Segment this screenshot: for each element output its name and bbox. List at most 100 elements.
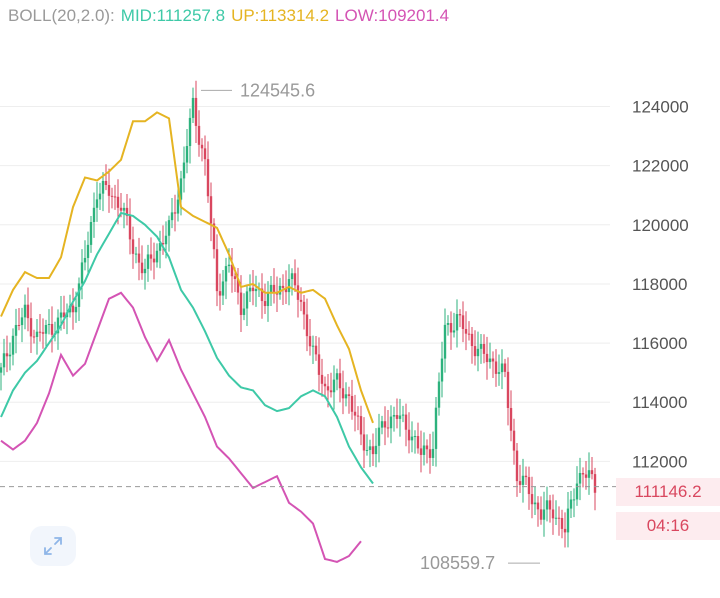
boll-lower-band [0, 291, 362, 563]
candle-body [446, 323, 450, 325]
candle-body [266, 291, 270, 307]
candle-body [194, 97, 198, 126]
candle-body [467, 333, 471, 335]
candle-body [560, 518, 564, 529]
candle-body [176, 199, 180, 214]
candle-body [329, 390, 333, 393]
candle-body [296, 285, 300, 300]
candle-body [23, 304, 27, 318]
candle-body [575, 483, 579, 500]
candle-body [245, 291, 249, 309]
candle-body [413, 436, 417, 438]
candle-body [542, 509, 546, 520]
candle-body [458, 314, 462, 316]
candle-body [320, 374, 324, 384]
candle-body [428, 449, 432, 458]
candle-body [200, 144, 204, 149]
boll-upper-band [0, 111, 374, 424]
boll-low-value: LOW:109201.4 [335, 6, 450, 25]
candle-body [497, 372, 501, 374]
candle-body [80, 262, 84, 284]
candle-body [401, 414, 405, 416]
expand-chart-button[interactable] [30, 526, 76, 566]
y-tick-label: 120000 [632, 216, 689, 235]
candle-body [416, 436, 420, 449]
candle-body [455, 314, 459, 331]
min-price-label: 108559.7 [420, 553, 495, 573]
candle-body [584, 474, 588, 478]
candle-body [530, 494, 534, 505]
candle-body [152, 258, 156, 263]
candle-body [302, 301, 306, 315]
boll-indicator-header: BOLL(20,2.0): MID:111257.8 UP:113314.2 LOW:… [8, 6, 455, 26]
boll-label: BOLL(20,2.0): [8, 6, 115, 25]
candle-body [395, 415, 399, 419]
candle-body [335, 373, 339, 380]
candle-body [203, 148, 207, 160]
candle-body [107, 185, 111, 196]
candle-body [248, 287, 252, 292]
candle-body [161, 242, 165, 245]
candle-body [473, 346, 477, 357]
candle-body [392, 415, 396, 417]
candle-body [209, 196, 213, 224]
candle-body [185, 146, 189, 163]
candle-body [479, 343, 483, 349]
candle-body [188, 117, 192, 147]
candle-body [134, 253, 138, 255]
candle-body [131, 239, 135, 254]
candle-body [377, 427, 381, 446]
candle-body [389, 416, 393, 429]
candle-body [86, 244, 90, 258]
candle-body [122, 207, 126, 211]
candle-body [29, 318, 33, 337]
candle-body [260, 288, 264, 302]
candle-body [59, 312, 63, 318]
candle-body [221, 281, 225, 296]
candle-body [38, 331, 42, 333]
candle-body [515, 450, 519, 482]
candle-body [104, 180, 108, 186]
candle-body [587, 470, 591, 478]
candle-body [383, 421, 387, 428]
candle-body [569, 499, 573, 509]
candle-body [116, 196, 120, 208]
candle-body [77, 283, 81, 307]
candle-body [482, 343, 486, 354]
candle-body [233, 276, 237, 279]
candle-body [362, 434, 366, 451]
candle-body [554, 517, 558, 519]
candle-body [287, 279, 291, 293]
candle-body [143, 268, 147, 274]
boll-mid-value: MID:111257.8 [120, 6, 226, 25]
candle-body [2, 353, 6, 368]
candle-body [50, 323, 54, 335]
candle-body [518, 481, 522, 485]
candle-body [47, 323, 51, 326]
candle-body [191, 97, 195, 118]
y-tick-label: 122000 [632, 157, 689, 176]
candle-body [506, 371, 510, 408]
candle-body [398, 415, 402, 419]
candle-body [572, 499, 576, 501]
candle-body [110, 195, 114, 197]
candle-body [89, 222, 93, 245]
candle-body [503, 363, 507, 372]
y-tick-label: 116000 [632, 334, 687, 353]
candle-body [476, 348, 480, 357]
candle-body [593, 474, 597, 493]
candle-body [521, 475, 525, 485]
candle-body [356, 415, 360, 417]
candle-body [281, 285, 285, 288]
y-tick-label: 112000 [632, 452, 687, 471]
candle-body [17, 324, 21, 326]
candle-body [299, 299, 303, 302]
candle-body [545, 500, 549, 510]
candle-body [113, 196, 117, 198]
candle-body [440, 358, 444, 382]
candle-body [548, 500, 552, 510]
candle-body [500, 363, 504, 373]
candle-body [332, 379, 336, 393]
candle-body [524, 475, 528, 478]
